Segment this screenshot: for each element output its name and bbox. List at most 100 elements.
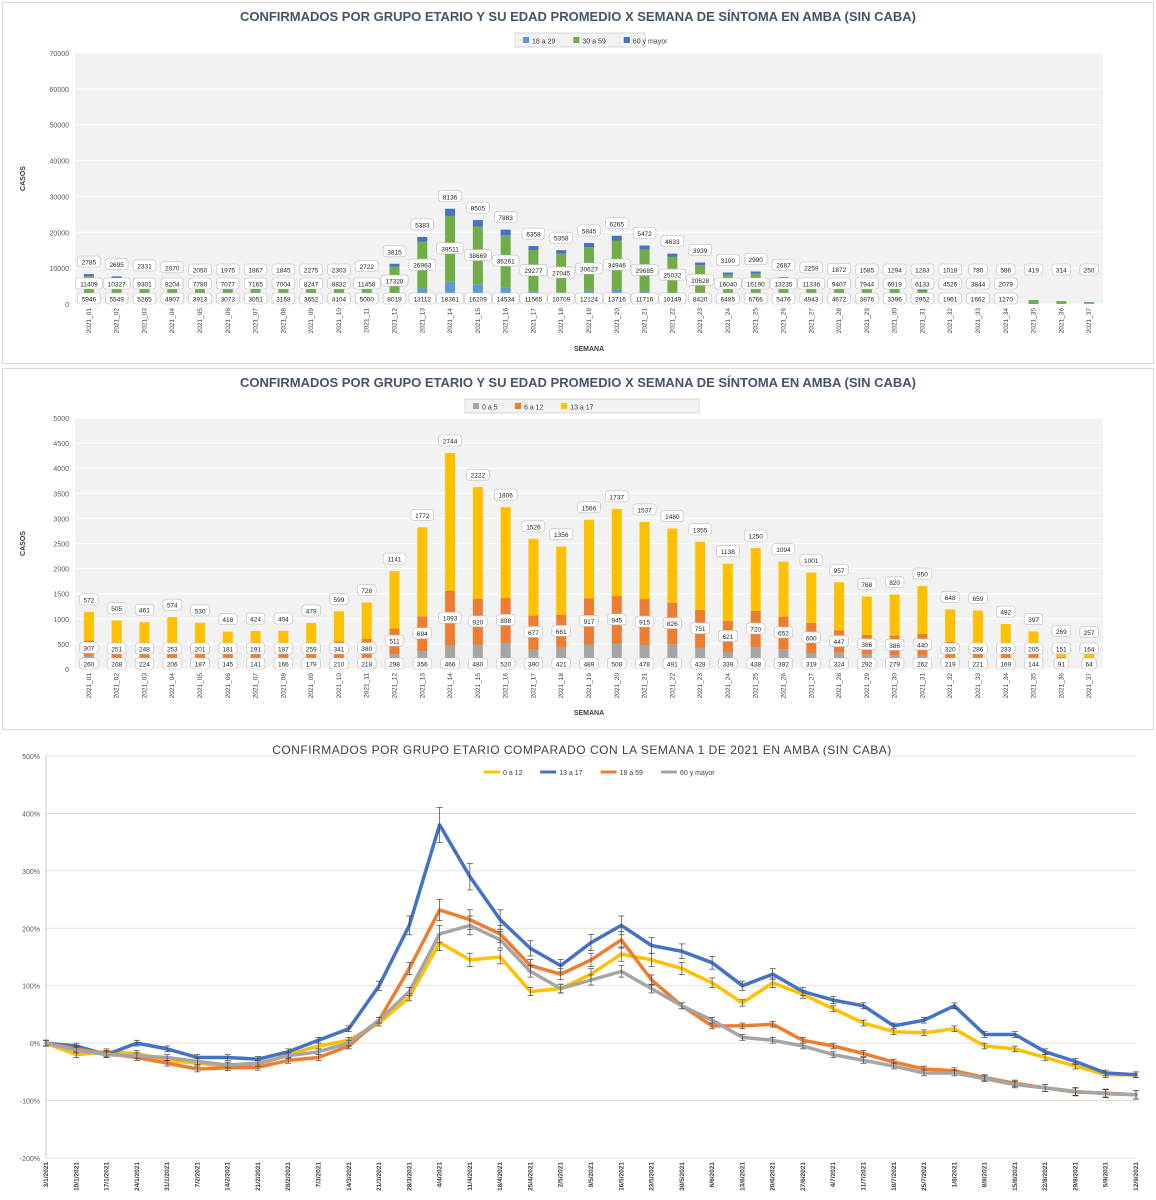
data-label-box (519, 264, 548, 277)
data-label: 292 (861, 662, 872, 669)
bar-segment (834, 582, 845, 631)
data-label-box (301, 604, 321, 617)
data-label-box (271, 277, 296, 290)
data-label: 7780 (193, 282, 208, 289)
data-label: 2070 (165, 265, 180, 272)
legend-box (464, 398, 700, 414)
data-label: 8204 (165, 282, 180, 289)
x-tick-label: 20/6/2021 (770, 1162, 777, 1191)
bar-segment (889, 594, 900, 636)
data-label: 179 (306, 662, 317, 669)
legend-label: 0 a 12 (503, 770, 523, 777)
data-label: 479 (306, 608, 317, 615)
x-tick-label: 25/4/2021 (527, 1162, 534, 1191)
data-label: 6133 (915, 282, 930, 289)
data-label-box (744, 529, 768, 542)
data-label-box (605, 490, 629, 503)
data-label-box (107, 657, 127, 670)
bar-segment (611, 643, 622, 669)
data-label-box (688, 244, 712, 256)
data-label-box (299, 292, 323, 305)
bar-segment (611, 508, 622, 597)
x-tick-label: 21/3/2021 (376, 1162, 383, 1191)
data-label: 164 (1084, 647, 1095, 654)
data-label-box (799, 292, 823, 305)
data-label: 3100 (721, 258, 736, 265)
data-label: 7165 (248, 282, 263, 289)
x-tick-label: 2021_20 (614, 308, 621, 334)
data-label-box (968, 642, 988, 655)
data-label: 3396 (887, 297, 902, 304)
x-axis-title: SEMANA (574, 346, 604, 353)
legend-label: 60 y mayor (680, 770, 715, 777)
data-label-box (384, 657, 405, 670)
data-label-box (716, 545, 740, 557)
x-tick-label: 2021_09 (308, 673, 315, 699)
x-tick-label: 2021_20 (614, 673, 621, 699)
data-label-box (75, 277, 103, 290)
data-label: 898 (500, 618, 511, 625)
data-label: 339 (722, 662, 733, 669)
data-label-box (519, 292, 548, 305)
data-label: 694 (417, 631, 428, 638)
x-tick-label: 2021_30 (892, 308, 899, 334)
data-label-box (1023, 263, 1044, 276)
data-label-box (79, 641, 99, 654)
data-label: 915 (639, 620, 650, 627)
data-label: 181 (222, 647, 233, 654)
data-label-box (966, 277, 990, 290)
data-label: 659 (973, 596, 984, 603)
x-tick-label: 2021_01 (86, 308, 93, 334)
data-label-box (355, 260, 379, 272)
x-axis-title: SEMANA (574, 710, 604, 717)
y-tick-label: -200% (20, 1156, 40, 1163)
data-label-box (660, 235, 685, 247)
x-tick-label: 8/8/2021 (982, 1162, 989, 1188)
data-label-box (357, 584, 377, 596)
data-label-box (718, 657, 738, 670)
bar-segment (583, 242, 595, 248)
data-label: 2990 (748, 257, 763, 264)
data-label-box (855, 292, 879, 305)
x-tick-label: 2021_04 (169, 673, 176, 699)
data-label-box (940, 642, 960, 655)
data-label: 187 (195, 662, 206, 669)
data-label: 191 (250, 647, 261, 654)
data-label: 751 (695, 626, 706, 633)
bar-segment (167, 617, 178, 646)
data-label: 2275 (304, 268, 319, 275)
data-label-box (662, 617, 682, 629)
data-label-box (410, 509, 434, 521)
data-label-box (910, 277, 935, 290)
data-label-box (1023, 613, 1044, 625)
x-tick-label: 28/3/2021 (406, 1162, 413, 1191)
data-label: 492 (1000, 610, 1011, 617)
data-label: 7944 (860, 282, 875, 289)
y-tick-label: 0% (30, 1041, 40, 1048)
bar-segment (972, 610, 983, 644)
data-label-box (299, 263, 323, 276)
data-label: 356 (417, 662, 428, 669)
bar-segment (1000, 624, 1011, 649)
data-label: 461 (139, 608, 150, 615)
data-label-box (882, 277, 907, 290)
x-tick-label: 2021_14 (447, 673, 454, 699)
data-label: 13235 (774, 282, 792, 289)
x-tick-label: 18/4/2021 (497, 1162, 504, 1191)
data-label-box (968, 263, 988, 276)
bar-segment (583, 519, 595, 599)
data-label: 1566 (582, 505, 597, 512)
data-label-box (132, 277, 157, 290)
y-tick-label: 400% (22, 811, 40, 818)
data-label: 530 (195, 608, 206, 615)
x-tick-label: 28/2/2021 (285, 1162, 292, 1191)
x-tick-label: 2021_32 (947, 308, 954, 334)
data-label-box (630, 264, 659, 276)
x-tick-label: 2021_34 (1003, 308, 1010, 334)
bar-segment (583, 644, 595, 669)
data-label: 260 (83, 662, 94, 669)
data-label-box (104, 258, 129, 270)
x-tick-label: 2021_24 (725, 308, 732, 334)
x-tick-label: 27/6/2021 (800, 1162, 807, 1191)
bar-segment (639, 521, 650, 600)
